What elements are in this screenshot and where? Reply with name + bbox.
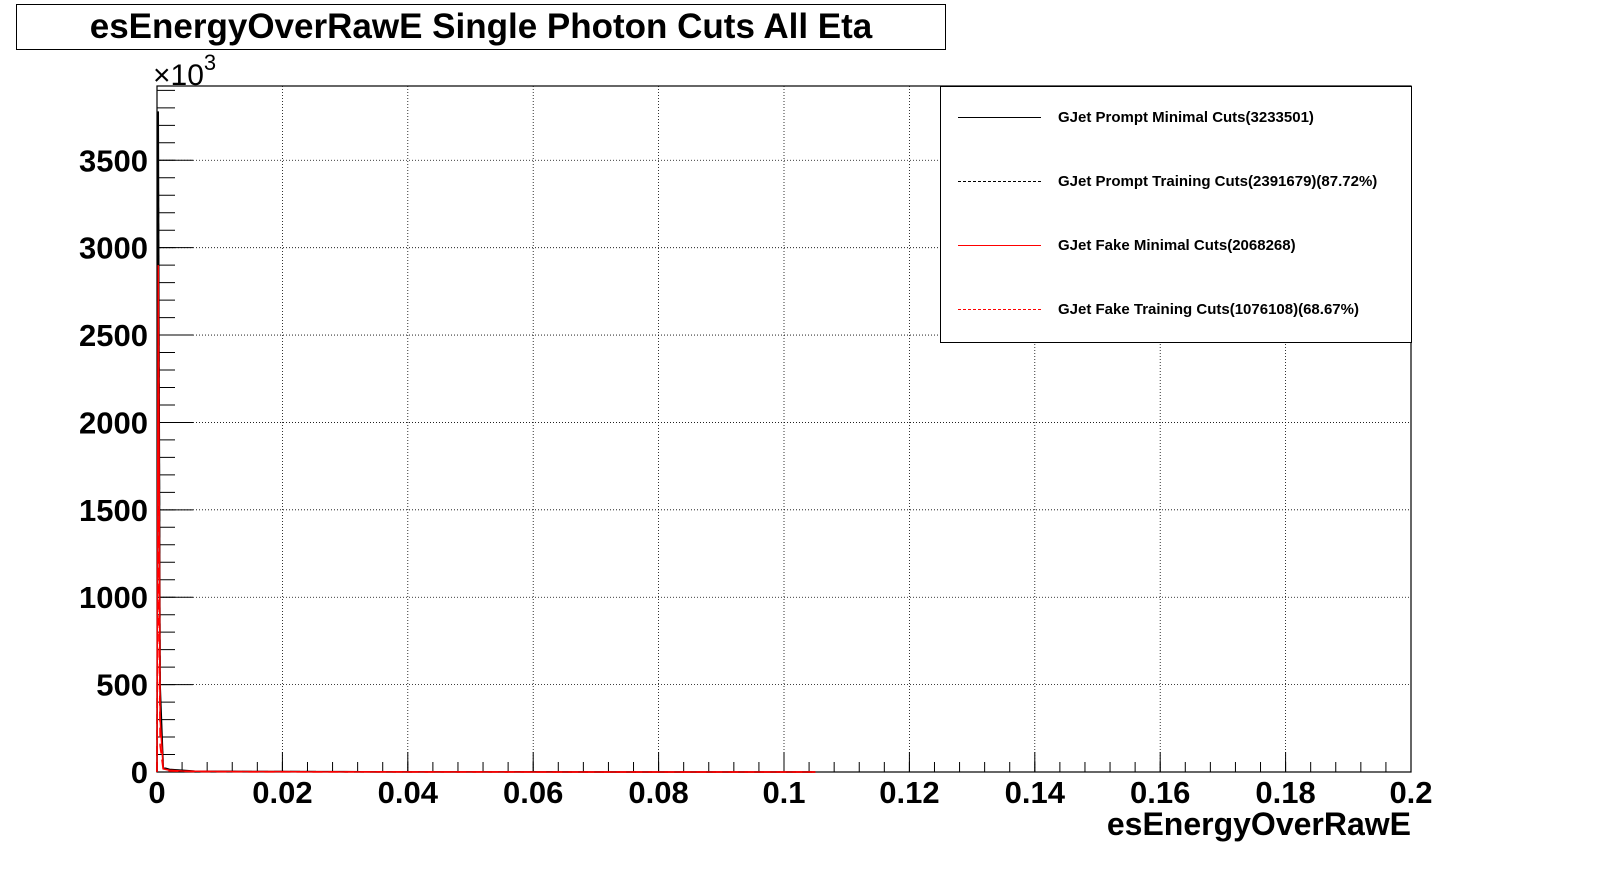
legend-swatch [958,181,1041,182]
chart-title: esEnergyOverRawE Single Photon Cuts All … [89,7,873,46]
legend-entry-fake-minimal: GJet Fake Minimal Cuts(2068268) [941,231,1411,261]
x-tick-label: 0.06 [503,775,563,810]
x-tick-label: 0.18 [1255,775,1315,810]
x-tick-label: 0.02 [252,775,312,810]
legend-label: GJet Fake Training Cuts(1076108)(68.67%) [1058,301,1359,318]
y-tick-label: 0 [131,755,148,790]
legend-swatch [958,309,1041,310]
y-tick-labels: 0 500 1000 1500 2000 2500 3000 3500 [79,143,148,790]
x-tick-label: 0 [148,775,165,810]
chart-title-box: esEnergyOverRawE Single Photon Cuts All … [16,4,946,50]
legend-entry-prompt-training: GJet Prompt Training Cuts(2391679)(87.72… [941,167,1411,197]
series-line-2 [156,265,816,773]
x-tick-label: 0.2 [1389,775,1432,810]
y-multiplier-base: ×10 [153,59,204,92]
x-tick-labels: 0 0.02 0.04 0.06 0.08 0.1 0.12 0.14 0.16 0.18 0.2 [148,775,1432,810]
y-tick-label: 3000 [79,231,148,266]
legend-swatch [958,245,1041,246]
x-tick-label: 0.04 [378,775,439,810]
x-tick-label: 0.1 [762,775,805,810]
series-line-3 [156,509,816,773]
y-axis-multiplier: ×103 [153,50,216,93]
x-axis-label: esEnergyOverRawE [1106,806,1411,842]
x-tick-label: 0.12 [879,775,939,810]
y-tick-label: 2500 [79,318,148,353]
legend-label: GJet Prompt Training Cuts(2391679)(87.72… [1058,173,1378,190]
legend-swatch [958,117,1041,118]
y-tick-label: 500 [96,668,148,703]
legend-label: GJet Prompt Minimal Cuts(3233501) [1058,109,1314,126]
series-lines [156,111,816,773]
legend-entry-prompt-minimal: GJet Prompt Minimal Cuts(3233501) [941,103,1411,133]
series-line-0 [156,111,816,773]
x-tick-label: 0.14 [1005,775,1066,810]
y-tick-label: 1500 [79,493,148,528]
y-multiplier-exponent: 3 [203,50,217,75]
series-line-1 [156,177,816,773]
legend: GJet Prompt Minimal Cuts(3233501) GJet P… [940,86,1412,343]
legend-label: GJet Fake Minimal Cuts(2068268) [1058,237,1296,254]
y-tick-label: 1000 [79,580,148,615]
y-tick-label: 3500 [79,143,148,178]
legend-entry-fake-training: GJet Fake Training Cuts(1076108)(68.67%) [941,295,1411,325]
y-tick-label: 2000 [79,405,148,440]
x-tick-label: 0.16 [1130,775,1190,810]
x-tick-label: 0.08 [628,775,688,810]
